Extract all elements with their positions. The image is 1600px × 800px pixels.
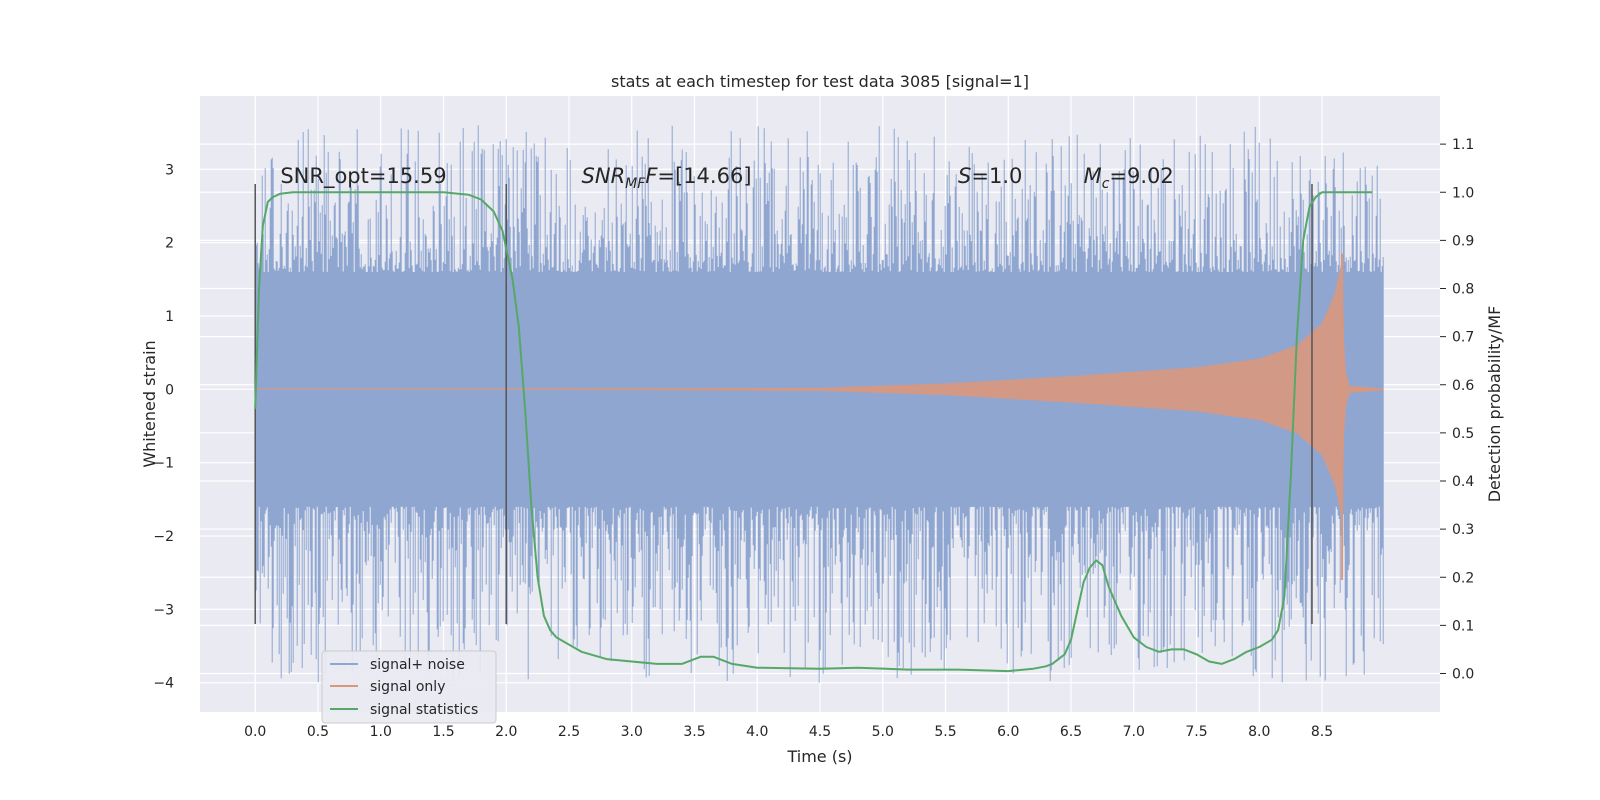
- y-tick-label: −2: [153, 529, 174, 545]
- annotation-snr-opt: SNR_opt=15.59: [280, 164, 446, 189]
- x-tick-label: 4.5: [809, 724, 831, 740]
- legend-label-signal-only: signal only: [370, 679, 445, 695]
- chart-title: stats at each timestep for test data 308…: [611, 72, 1029, 91]
- y-axis-right-ticks: 0.0 0.1 0.2 0.3 0.4 0.5 0.6 0.7 0.8 0.9 1.0 1.1: [1440, 137, 1474, 683]
- legend-box: [321, 650, 497, 724]
- annotation-s-value: S=1.0: [958, 164, 1022, 188]
- y-right-tick-label: 0.2: [1452, 570, 1474, 586]
- x-tick-label: 7.0: [1123, 724, 1145, 740]
- y-right-tick-label: 1.1: [1452, 137, 1474, 153]
- y-right-tick-label: 0.5: [1452, 426, 1474, 442]
- legend: signal+ noise signal only signal statist…: [321, 650, 497, 724]
- y-right-tick-label: 0.7: [1452, 330, 1474, 346]
- x-tick-label: 1.0: [370, 724, 392, 740]
- x-tick-label: 2.5: [558, 724, 580, 740]
- legend-label-signal-statistics: signal statistics: [370, 702, 478, 718]
- x-axis-label: Time (s): [786, 747, 852, 766]
- y-right-tick-label: 0.8: [1452, 282, 1474, 298]
- stats-line: [254, 191, 1373, 673]
- x-axis-ticks: 0.0 0.5 1.0 1.5 2.0 2.5 3.0 3.5 4.0 4.5 5.0 5.5 6.0 6…: [244, 724, 1333, 740]
- y-right-tick-label: 0.4: [1452, 474, 1474, 490]
- y-right-tick-label: 0.3: [1452, 522, 1474, 538]
- series-signal-only: [255, 253, 1384, 580]
- x-tick-label: 1.5: [432, 724, 454, 740]
- x-tick-label: 6.0: [997, 724, 1019, 740]
- y-tick-label: 2: [165, 236, 174, 252]
- x-tick-label: 8.0: [1248, 724, 1270, 740]
- annotation-mc-value: Mc=9.02: [1084, 164, 1174, 192]
- x-tick-label: 3.5: [683, 724, 705, 740]
- x-tick-label: 7.5: [1185, 724, 1207, 740]
- y-tick-label: 1: [165, 309, 174, 325]
- y-right-tick-label: 0.0: [1452, 667, 1474, 683]
- y-right-tick-label: 0.6: [1452, 378, 1474, 394]
- x-tick-label: 0.5: [307, 724, 329, 740]
- y-right-tick-label: 1.0: [1452, 185, 1474, 201]
- y-axis-right-label: Detection probability/MF: [1485, 306, 1504, 503]
- x-tick-label: 0.0: [244, 724, 266, 740]
- y-tick-label: −3: [153, 602, 174, 618]
- x-tick-label: 2.0: [495, 724, 517, 740]
- x-tick-label: 6.5: [1060, 724, 1082, 740]
- series-signal-statistics: [254, 191, 1373, 673]
- x-tick-label: 3.0: [621, 724, 643, 740]
- x-tick-label: 8.5: [1311, 724, 1333, 740]
- y-axis-ticks: −4 −3 −2 −1 0 1 2 3: [153, 162, 174, 691]
- annotations: SNR_opt=15.59 SNRMFF=[14.66] S=1.0 Mc=9.…: [280, 164, 1173, 192]
- y-tick-label: −1: [153, 456, 174, 472]
- y-tick-label: 0: [165, 382, 174, 398]
- y-right-tick-label: 0.1: [1452, 618, 1474, 634]
- y-tick-label: −4: [153, 676, 174, 692]
- x-tick-label: 4.0: [746, 724, 768, 740]
- x-tick-label: 5.5: [934, 724, 956, 740]
- legend-label-signal-noise: signal+ noise: [370, 657, 465, 673]
- x-tick-label: 5.0: [872, 724, 894, 740]
- y-axis-label: Whitened strain: [140, 340, 159, 467]
- y-right-tick-label: 0.9: [1452, 233, 1474, 249]
- annotation-snr-mf: SNRMFF=[14.66]: [582, 164, 752, 192]
- y-tick-label: 3: [165, 162, 174, 178]
